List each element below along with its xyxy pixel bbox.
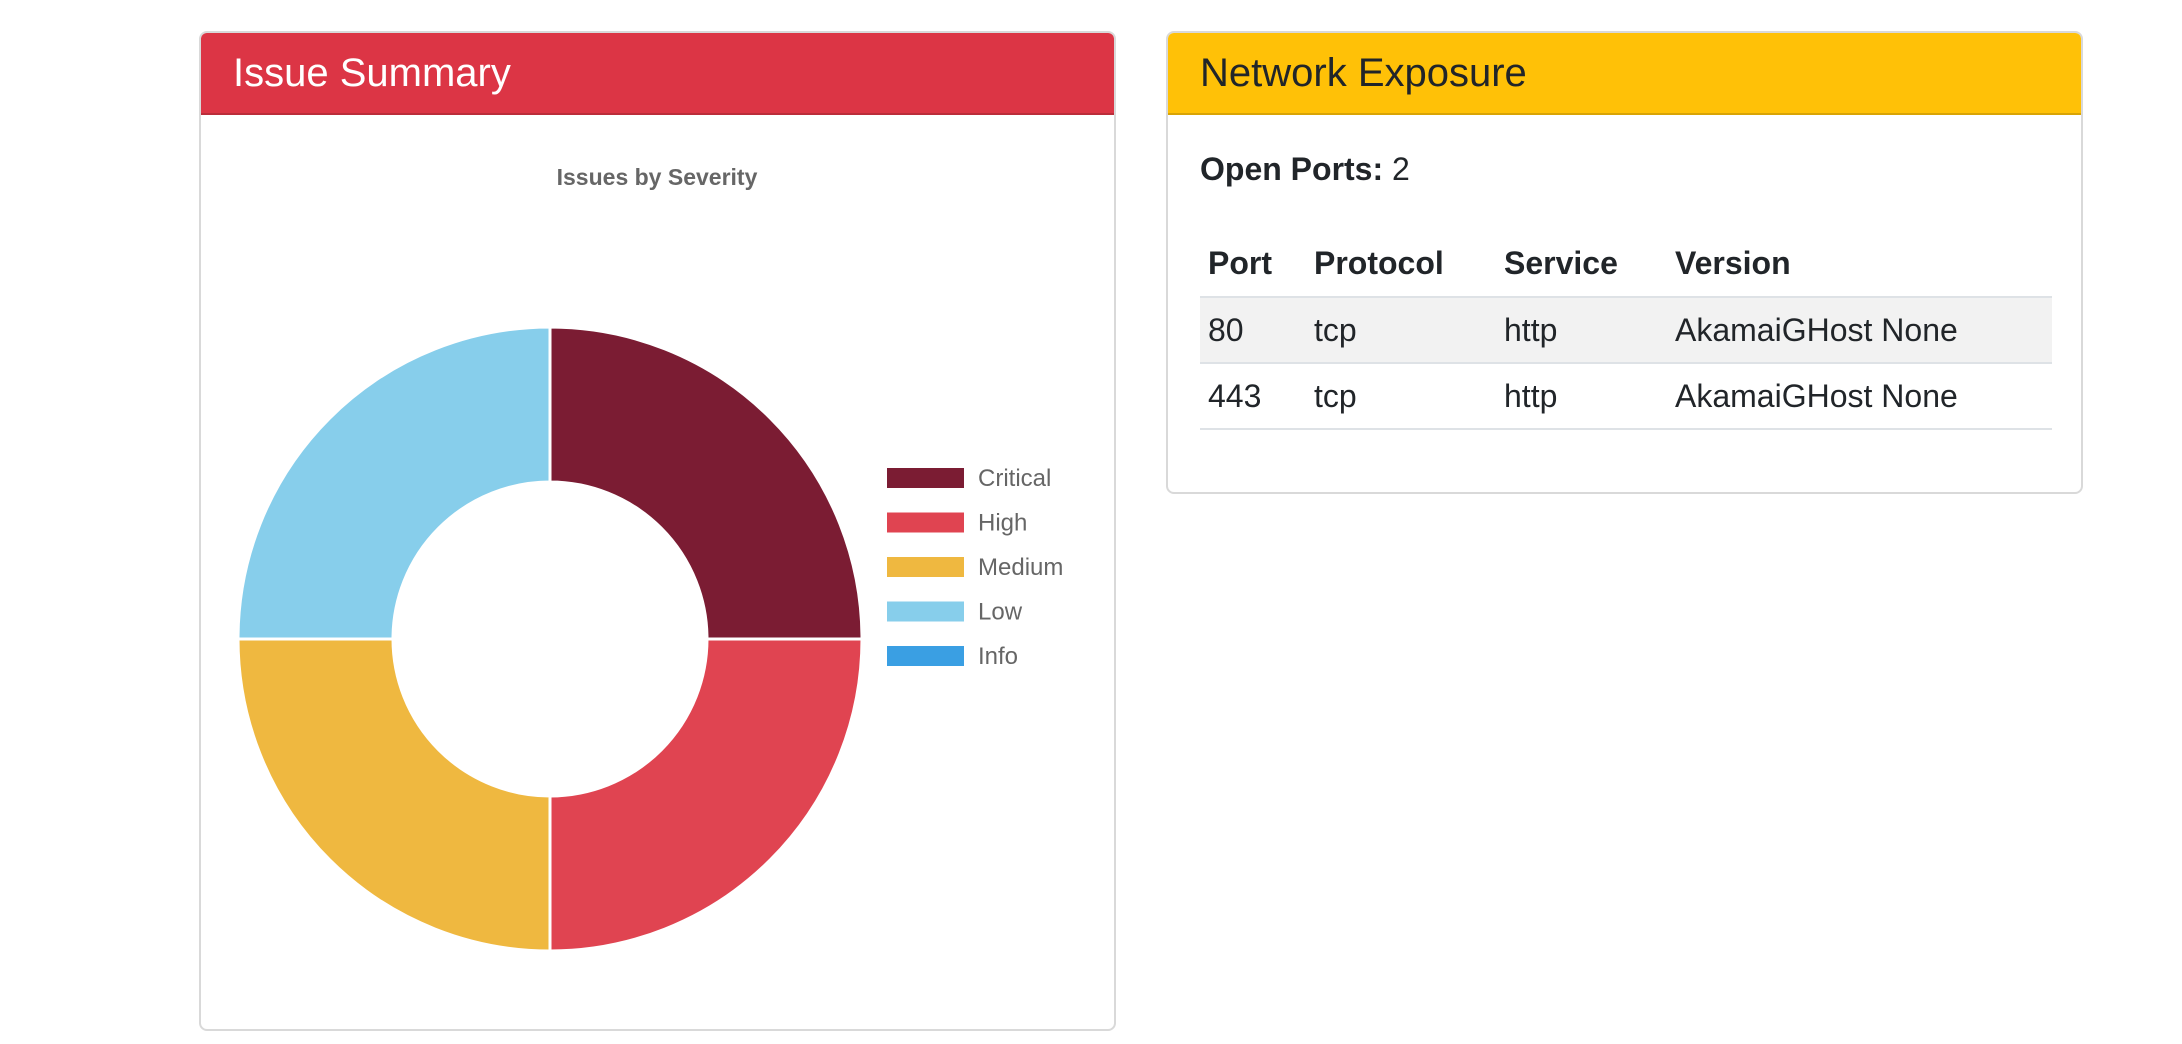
legend-label-low[interactable]: Low xyxy=(978,599,1023,626)
chart-title: Issues by Severity xyxy=(557,164,758,190)
chart-legend: Critical High Medium Low Info xyxy=(887,465,1063,670)
network-exposure-card: Network Exposure Open Ports: 2 Port Prot… xyxy=(1166,31,2083,494)
cell-protocol: tcp xyxy=(1306,363,1496,430)
issue-summary-card: Issue Summary Issues by Severity Critica… xyxy=(199,31,1116,1031)
cell-version: AkamaiGHost None xyxy=(1667,297,2052,364)
cell-port: 443 xyxy=(1200,363,1306,430)
issue-summary-header: Issue Summary xyxy=(201,33,1114,115)
column-header-port: Port xyxy=(1200,230,1306,298)
issues-by-severity-chart: Issues by Severity Critical High Medium Low… xyxy=(236,164,1063,953)
cell-service: http xyxy=(1496,363,1667,430)
slice-critical[interactable] xyxy=(548,325,864,641)
legend-label-medium[interactable]: Medium xyxy=(978,554,1063,581)
cell-service: http xyxy=(1496,297,1667,364)
cell-port: 80 xyxy=(1200,297,1306,364)
column-header-protocol: Protocol xyxy=(1306,230,1496,298)
legend-swatch-critical[interactable] xyxy=(887,468,964,488)
ports-table: Port Protocol Service Version 80 tcp htt… xyxy=(1200,230,2052,430)
column-header-version: Version xyxy=(1667,230,2052,298)
open-ports-label: Open Ports: xyxy=(1200,151,1384,187)
legend-label-critical[interactable]: Critical xyxy=(978,465,1051,492)
legend-swatch-low[interactable] xyxy=(887,601,964,622)
slice-low[interactable] xyxy=(236,325,552,641)
column-header-service: Service xyxy=(1496,230,1667,298)
table-row: 80 tcp http AkamaiGHost None xyxy=(1200,297,2052,364)
table-row: 443 tcp http AkamaiGHost None xyxy=(1200,363,2052,430)
network-exposure-header: Network Exposure xyxy=(1168,33,2081,115)
cell-version: AkamaiGHost None xyxy=(1667,363,2052,430)
open-ports-summary: Open Ports: 2 xyxy=(1200,151,1410,188)
chart-slices xyxy=(236,325,864,953)
cell-protocol: tcp xyxy=(1306,297,1496,364)
network-exposure-title: Network Exposure xyxy=(1200,50,1527,95)
legend-label-high[interactable]: High xyxy=(978,510,1027,537)
legend-swatch-medium[interactable] xyxy=(887,557,964,577)
legend-label-info[interactable]: Info xyxy=(978,643,1018,670)
slice-high[interactable] xyxy=(548,637,864,953)
issue-summary-title: Issue Summary xyxy=(233,50,511,95)
open-ports-count: 2 xyxy=(1392,151,1410,187)
ports-table-header-row: Port Protocol Service Version xyxy=(1200,230,2052,298)
legend-swatch-info[interactable] xyxy=(887,646,964,666)
slice-medium[interactable] xyxy=(236,637,552,953)
legend-swatch-high[interactable] xyxy=(887,512,964,533)
